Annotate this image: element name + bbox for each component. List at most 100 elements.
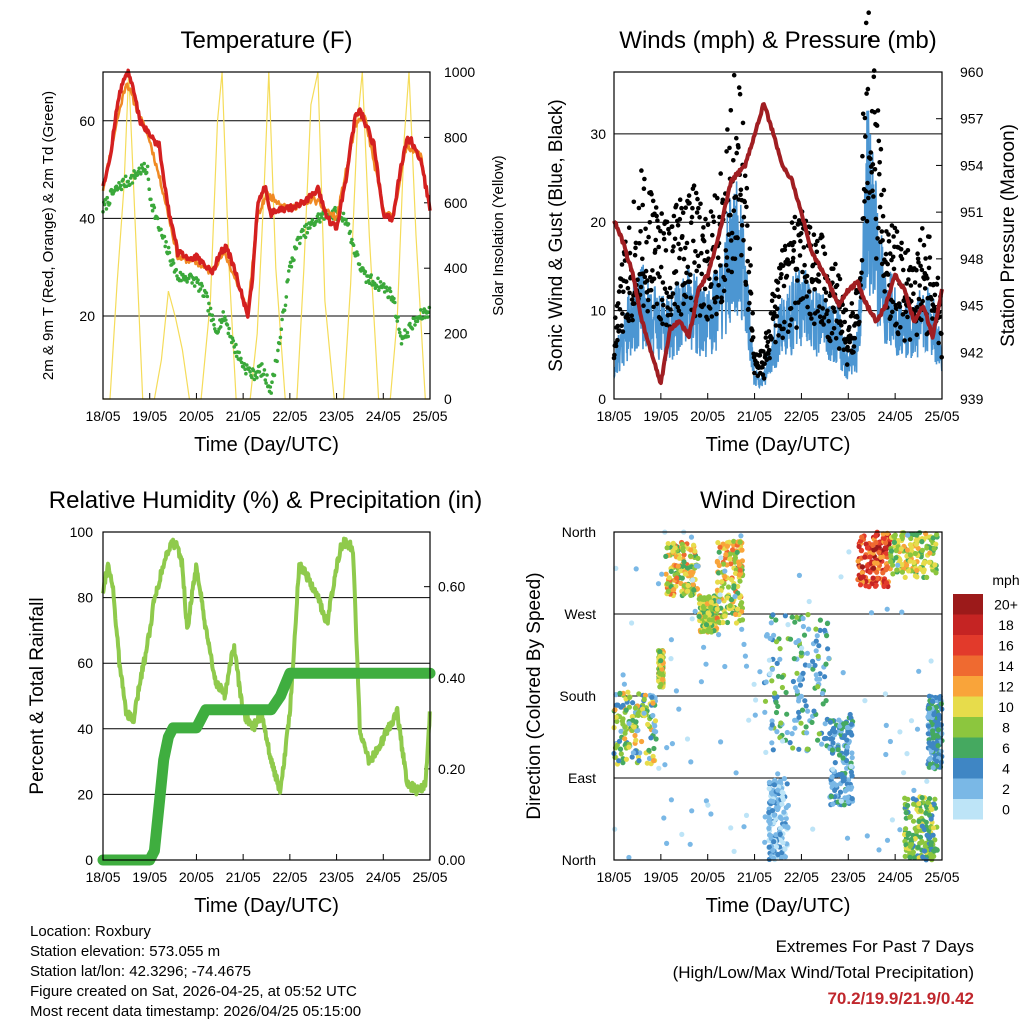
dewpoint-point: [283, 303, 288, 308]
gust-point: [620, 311, 625, 316]
y-right-tick-label: 400: [444, 260, 468, 276]
direction-point: [928, 816, 934, 822]
extremes-title: Extremes For Past 7 Days: [775, 937, 974, 956]
gust-point: [880, 238, 885, 243]
dewpoint-point: [225, 323, 230, 327]
direction-point: [805, 612, 811, 618]
gust-point: [865, 180, 870, 186]
direction-point: [642, 692, 649, 699]
station-info: Location: Roxbury Station elevation: 573…: [30, 922, 361, 1022]
direction-point: [780, 840, 786, 846]
direction-point: [923, 810, 929, 816]
direction-point: [773, 639, 780, 645]
speed-colorbar: mph 20+ 18 16 14 12 10 8 6 4 2 0: [953, 572, 1020, 820]
gust-point: [700, 233, 705, 238]
direction-point: [857, 582, 864, 588]
direction-point: [899, 533, 905, 539]
direction-point: [613, 714, 619, 720]
gust-point: [868, 150, 874, 155]
direction-point: [701, 644, 707, 650]
gust-point: [828, 338, 833, 344]
gust-point: [766, 329, 772, 334]
gust-point: [886, 232, 891, 237]
gust-point: [881, 187, 887, 193]
y-right-tick-label: 200: [444, 326, 468, 342]
gust-point: [939, 331, 944, 337]
direction-point: [656, 765, 662, 771]
direction-point: [804, 650, 811, 656]
gust-point: [908, 283, 914, 288]
gust-point: [814, 249, 820, 255]
gust-point: [813, 242, 818, 248]
plot-frame: [613, 531, 943, 861]
dewpoint-point: [150, 208, 155, 213]
direction-point: [629, 620, 635, 626]
gust-point: [659, 297, 665, 303]
gust-point: [647, 220, 653, 225]
direction-point: [771, 812, 777, 818]
direction-point: [779, 674, 785, 680]
x-axis-label: Time (Day/UTC): [706, 434, 851, 456]
gust-point: [723, 262, 729, 268]
elevation-text: Station elevation: 573.055 m: [30, 943, 221, 960]
direction-point: [819, 690, 826, 697]
gust-point: [734, 135, 739, 141]
gust-point: [664, 322, 669, 328]
gust-point: [631, 301, 637, 306]
x-tick-label: 23/05: [831, 408, 866, 424]
gust-point: [667, 285, 673, 291]
gust-point: [934, 282, 940, 287]
direction-point: [821, 736, 828, 742]
gust-point: [645, 308, 650, 314]
direction-point: [814, 633, 820, 639]
gust-point: [804, 273, 810, 279]
gust-point: [669, 224, 675, 229]
gust-point: [733, 194, 739, 199]
y-right-tick-label: 960: [960, 64, 984, 80]
dewpoint-point: [348, 229, 353, 234]
direction-point: [815, 737, 821, 743]
dewpoint-point: [139, 172, 143, 176]
direction-point: [815, 684, 821, 690]
direction-point: [734, 606, 741, 612]
gust-point: [760, 364, 765, 370]
gust-point: [714, 294, 720, 300]
gust-point: [705, 317, 710, 322]
gust-point: [718, 263, 723, 268]
direction-point: [784, 729, 790, 736]
gust-point: [901, 267, 906, 273]
y-right-tick-label: 600: [444, 195, 468, 211]
direction-point: [703, 798, 710, 804]
direction-point: [924, 832, 930, 838]
direction-point: [690, 581, 696, 588]
y-right-tick-label: 0.00: [438, 852, 465, 868]
dewpoint-point: [144, 170, 149, 175]
gust-point: [685, 264, 691, 270]
figure: 18/05 19/05 20/05 21/05 22/05 23/05 24/05 25/05…: [27, 10, 1020, 917]
direction-point: [630, 700, 636, 706]
direction-point: [889, 817, 896, 823]
direction-point: [773, 699, 779, 706]
gust-point: [637, 241, 642, 246]
direction-point: [867, 554, 873, 560]
direction-point: [766, 785, 772, 792]
direction-point: [844, 750, 850, 756]
dewpoint-point: [239, 356, 243, 361]
direction-point: [824, 633, 830, 639]
dewpoint-point: [135, 173, 140, 177]
direction-point: [775, 771, 781, 777]
plot-frame: [102, 71, 431, 400]
dewpoint-point: [204, 291, 209, 295]
gust-point: [626, 318, 632, 324]
direction-point: [775, 787, 781, 793]
direction-point: [623, 707, 629, 713]
gust-point: [911, 291, 916, 297]
gust-point: [675, 304, 680, 310]
gust-point: [632, 252, 638, 258]
gust-point: [666, 226, 671, 232]
x-tick-label: 21/05: [737, 869, 772, 885]
direction-point: [650, 712, 656, 719]
gust-point: [885, 272, 891, 277]
direction-point: [832, 760, 838, 766]
direction-point: [901, 770, 907, 776]
